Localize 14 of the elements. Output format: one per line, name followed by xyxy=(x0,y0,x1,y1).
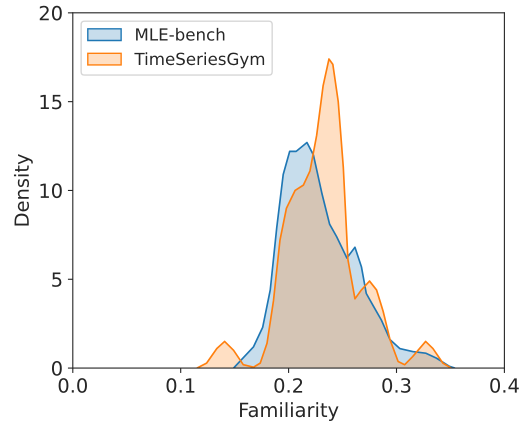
y-tick-label: 10 xyxy=(40,183,62,198)
x-tick-label: 0.0 xyxy=(58,378,87,393)
y-tick-label: 20 xyxy=(40,6,62,21)
y-tick-label: 0 xyxy=(52,361,62,376)
legend-label: MLE-bench xyxy=(136,28,224,41)
x-tick-label: 0.3 xyxy=(382,378,410,393)
x-tick-label: 0.4 xyxy=(490,378,519,393)
x-tick-label: 0.1 xyxy=(166,378,194,393)
y-tick-label: 15 xyxy=(40,94,62,110)
y-tick-label: 5 xyxy=(52,272,62,287)
x-tick-label: 0.2 xyxy=(274,378,302,393)
legend-label: TimeSeriesGym xyxy=(134,52,264,68)
x-axis-title: Familiarity xyxy=(240,402,338,421)
y-axis-title: Density xyxy=(14,154,33,226)
